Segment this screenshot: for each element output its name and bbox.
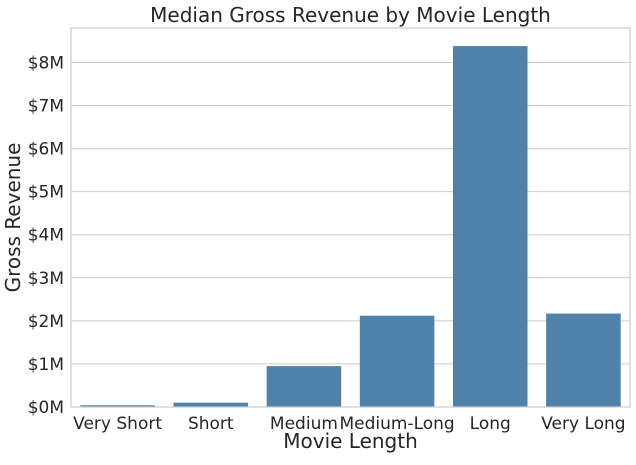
x-tick-label: Short	[188, 414, 234, 434]
x-tick-label: Medium-Long	[339, 414, 454, 434]
y-tick-label: $3M	[28, 269, 64, 289]
x-tick-label: Very Short	[73, 414, 162, 434]
y-tick-label: $1M	[28, 355, 64, 375]
bar-very-short	[80, 405, 155, 407]
x-tick-label: Long	[470, 414, 511, 434]
bar-long	[452, 46, 528, 408]
y-tick-label: $6M	[28, 140, 64, 160]
y-axis-label: Gross Revenue	[1, 143, 25, 293]
plot-frame	[70, 27, 631, 408]
bar-medium	[266, 366, 342, 407]
bar-very-long	[546, 313, 621, 407]
y-tick-label: $0M	[28, 398, 64, 418]
y-tick-labels: $0M $1M $2M $3M $4M $5M $6M $7M $8M	[28, 53, 64, 418]
x-tick-label: Very Long	[541, 414, 625, 434]
y-tick-label: $5M	[28, 183, 64, 203]
y-tick-label: $7M	[28, 97, 64, 117]
y-tick-label: $4M	[28, 226, 64, 246]
chart-title: Median Gross Revenue by Movie Length	[150, 3, 551, 27]
y-tick-label: $2M	[28, 312, 64, 332]
y-tick-label: $8M	[28, 53, 64, 73]
x-axis-label: Movie Length	[283, 429, 418, 453]
bars	[80, 46, 621, 408]
bar-short	[173, 402, 249, 407]
x-tick-label: Medium	[270, 414, 338, 434]
bar-medium-long	[359, 315, 435, 407]
x-tick-labels: Very Short Short Medium Medium-Long Long Very…	[73, 414, 625, 434]
